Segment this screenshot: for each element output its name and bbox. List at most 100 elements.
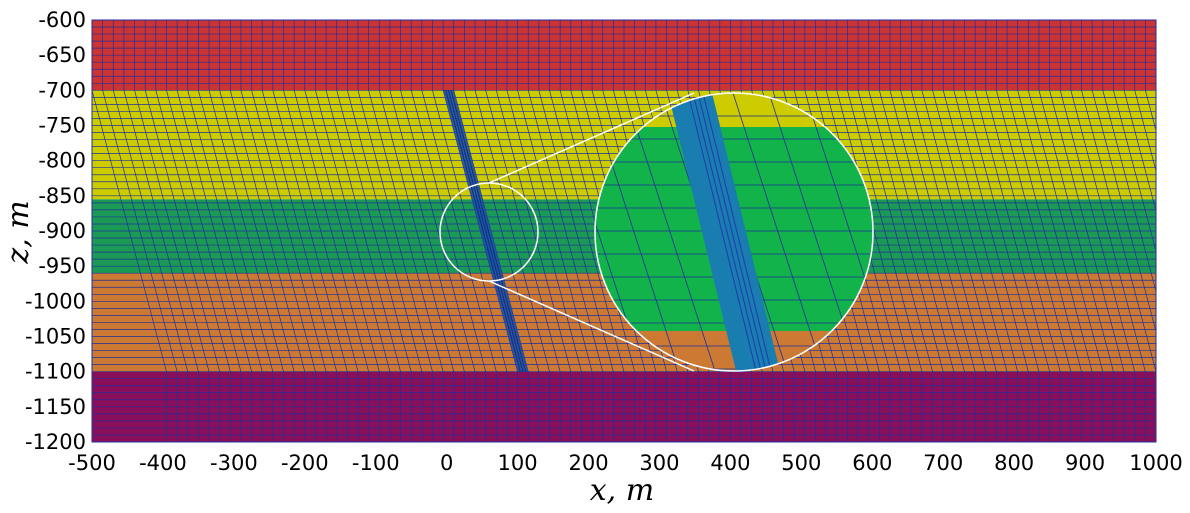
connector-top	[488, 92, 695, 184]
inset-fault-line	[702, 93, 772, 371]
mesh-column-line	[964, 20, 1040, 442]
y-tick-label: -950	[38, 254, 86, 278]
y-tick-labels: -600 -650 -700 -750 -800 -850 -900 -950 -1000 -10…	[25, 8, 86, 454]
plot-frame	[91, 19, 1157, 443]
mesh-column-line	[134, 20, 210, 442]
mesh-column-line	[102, 20, 178, 442]
inset-fault-band	[668, 93, 780, 371]
inset-fault-line	[692, 93, 762, 371]
mesh-column-line	[198, 20, 274, 442]
inset-fault-line	[697, 93, 767, 371]
mesh-column-line	[549, 20, 625, 442]
mesh-column-line	[1155, 20, 1156, 92]
mesh-column-line	[432, 20, 508, 442]
mesh-column-line	[123, 20, 199, 442]
x-tick-label: 100	[498, 451, 538, 475]
mesh-column-line	[868, 20, 944, 442]
x-tick-label: 400	[710, 451, 750, 475]
fault-mesh-line	[447, 90, 524, 372]
y-tick-label: -1000	[25, 289, 86, 313]
mesh-column-line	[155, 20, 231, 442]
mesh-column-line	[900, 20, 976, 442]
x-tick-label: -500	[68, 451, 116, 475]
mesh-column-line	[1006, 20, 1082, 442]
mesh-column-line	[410, 20, 487, 442]
x-tick-labels: -500 -400 -300 -200 -100 0 100 200 300 400 500 600 7…	[68, 451, 1183, 475]
mesh-column-line	[879, 20, 955, 442]
mesh-column-line	[485, 20, 561, 442]
x-tick-label: -200	[281, 451, 329, 475]
x-tick-label: 0	[440, 451, 453, 475]
mesh-column-line	[187, 20, 263, 442]
mesh-column-line	[389, 20, 465, 442]
mesh-column-line	[974, 20, 1050, 442]
x-tick-label: 1000	[1129, 451, 1182, 475]
connector-bottom	[488, 280, 695, 372]
mesh-column-line	[495, 20, 572, 442]
mesh-column-line	[1177, 20, 1190, 442]
y-tick-label: -650	[38, 43, 86, 67]
y-tick-label: -850	[38, 184, 86, 208]
fault-mesh-line	[445, 90, 521, 372]
mesh-column-line	[357, 20, 433, 442]
mesh-column-line	[283, 20, 359, 442]
y-tick-label: -1100	[25, 360, 86, 384]
mesh-column-line	[1167, 20, 1190, 442]
mesh-column-line	[921, 20, 997, 442]
inset-mesh-column	[804, 93, 873, 371]
mesh-column-line	[1102, 20, 1156, 293]
mesh-column-line	[1049, 20, 1125, 442]
zoom-connector-lines	[488, 92, 695, 372]
y-tick-label: -750	[38, 114, 86, 138]
mesh-column-line	[889, 20, 965, 442]
zoom-inset-border	[594, 92, 874, 372]
mesh-column-line	[1113, 20, 1156, 253]
mesh-column-line	[325, 20, 401, 442]
x-tick-label: 700	[923, 451, 963, 475]
mesh-column-line	[1081, 20, 1156, 442]
mesh-column-line	[261, 20, 338, 442]
mesh-column-line	[176, 20, 252, 442]
mesh-column-line	[1070, 20, 1146, 442]
mesh-column-line	[293, 20, 369, 442]
mesh-column-line	[474, 20, 550, 442]
x-tick-label: -100	[352, 451, 400, 475]
x-tick-label: 800	[994, 451, 1034, 475]
fault-mesh-line	[450, 90, 527, 372]
mesh-column-line	[857, 20, 933, 442]
y-axis-label: z, m	[1, 200, 36, 264]
mesh-column-line	[315, 20, 391, 442]
mesh-column-line	[996, 20, 1072, 442]
mesh-column-line	[347, 20, 423, 442]
mesh-column-line	[847, 20, 923, 442]
inset-mesh-column	[624, 93, 716, 371]
y-tick-label: -600	[38, 8, 86, 32]
x-tick-label: -400	[139, 451, 187, 475]
mesh-column-line	[112, 20, 189, 442]
y-tick-label: -1200	[25, 430, 86, 454]
mesh-column-line	[836, 20, 912, 442]
y-tick-label: -700	[38, 78, 86, 102]
x-tick-label: -300	[210, 451, 258, 475]
x-tick-label: 900	[1065, 451, 1105, 475]
mesh-column-line	[953, 20, 1029, 442]
mesh-column-line	[506, 20, 582, 442]
mesh-column-line	[400, 20, 476, 442]
mesh-column-line	[464, 20, 540, 442]
mesh-column-line	[1059, 20, 1136, 442]
y-tick-label: -1150	[25, 395, 86, 419]
mesh-column-line	[378, 20, 455, 442]
x-tick-label: 200	[568, 451, 608, 475]
y-tick-label: -800	[38, 149, 86, 173]
mesh-column-line	[932, 20, 1008, 442]
mesh-column-line	[538, 20, 614, 442]
mesh-column-line	[304, 20, 380, 442]
mesh-column-line	[92, 20, 167, 442]
mesh-column-line	[1027, 20, 1104, 442]
mesh-column-line	[1145, 20, 1156, 132]
mesh-column-line	[517, 20, 593, 442]
mesh-column-line	[166, 20, 242, 442]
mesh-column-line	[1123, 20, 1156, 213]
mesh-column-line	[527, 20, 604, 442]
